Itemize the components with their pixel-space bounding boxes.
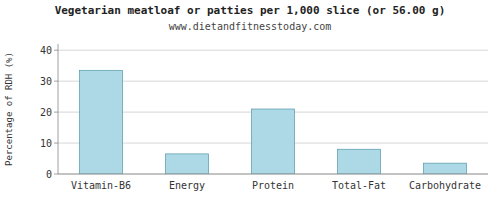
y-axis-line [58,44,59,174]
y-tick-label: 30 [40,76,52,87]
grid-line [58,174,488,175]
y-tick [54,143,58,144]
y-axis-label: Percentage of RDH (%) [4,52,14,166]
y-tick-label: 0 [46,169,52,180]
x-axis-line [58,174,488,175]
x-tick-label: Protein [252,180,294,191]
y-tick-label: 20 [40,107,52,118]
y-tick-label: 40 [40,45,52,56]
x-tick-label: Energy [169,180,205,191]
y-tick [54,112,58,113]
grid-line [58,50,488,51]
bar [166,154,209,174]
bar [252,109,295,174]
chart-container: Vegetarian meatloaf or patties per 1,000… [0,0,500,200]
bar [80,70,123,174]
y-tick [54,50,58,51]
y-tick [54,174,58,175]
y-tick-label: 10 [40,138,52,149]
title: Vegetarian meatloaf or patties per 1,000… [55,4,446,17]
chart: Vegetarian meatloaf or patties per 1,000… [0,0,500,200]
y-axis: 0 10 20 30 40 [40,45,58,180]
subtitle: www.dietandfitnesstoday.com [169,21,332,32]
bar [338,149,381,174]
y-tick [54,81,58,82]
x-tick-label: Total-Fat [332,180,386,191]
x-tick-label: Carbohydrate [409,180,481,191]
x-axis: Vitamin-B6 Energy Protein Total-Fat Carbohyd… [71,180,481,191]
bar [424,163,467,174]
x-tick-label: Vitamin-B6 [71,180,131,191]
bars [80,70,467,174]
grid [58,50,488,174]
